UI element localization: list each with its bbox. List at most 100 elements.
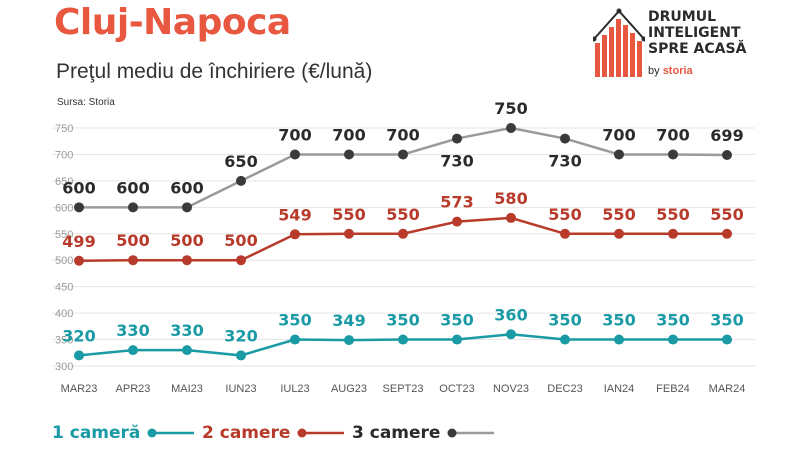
data-point: [614, 228, 624, 239]
legend-item-1: 1 cameră: [52, 423, 196, 443]
line-chart: 300 350 400 450 500 550 600 650 700 750 MAR23 APR2…: [52, 99, 755, 395]
y-tick-label: 450: [55, 282, 73, 294]
x-axis-ticks: MAR23 APR23 MAI23 IUN23 IUL23 AUG23 SEPT23 OCT2…: [61, 383, 746, 395]
data-label: 550: [602, 205, 635, 224]
x-tick-label: MAR23: [61, 383, 98, 395]
data-label: 550: [548, 205, 581, 224]
data-label: 699: [710, 126, 743, 145]
legend-swatch-3: [447, 428, 495, 438]
x-tick-label: OCT23: [439, 383, 474, 395]
legend-swatch-1: [147, 428, 195, 438]
data-point: [236, 255, 246, 266]
data-point: [290, 334, 300, 345]
data-label: 499: [62, 232, 95, 251]
data-point: [668, 334, 678, 345]
data-point: [614, 149, 624, 160]
y-tick-label: 300: [55, 361, 73, 373]
y-tick-label: 750: [55, 123, 73, 135]
data-point: [290, 149, 300, 160]
data-label: 549: [278, 205, 311, 224]
x-tick-label: MAR24: [709, 383, 746, 395]
data-label: 700: [656, 125, 689, 144]
y-axis-ticks: 300 350 400 450 500 550 600 650 700 750: [55, 123, 73, 373]
data-label: 350: [710, 311, 743, 330]
data-point: [344, 228, 354, 239]
data-label: 500: [224, 231, 257, 250]
logo-by-storia: by storia: [648, 65, 693, 77]
chart-title: Cluj-Napoca: [54, 2, 291, 43]
data-point: [74, 255, 84, 266]
data-label: 360: [494, 305, 527, 324]
chart-subtitle: Preţul mediu de închiriere (€/lună): [56, 60, 373, 83]
data-point: [128, 345, 138, 356]
logo-by-word: by: [648, 65, 660, 77]
logo-line-2: INTELIGENT: [648, 25, 741, 41]
x-tick-label: IUN23: [225, 383, 256, 395]
legend-label-1: 1 cameră: [52, 423, 141, 443]
x-tick-label: MAI23: [171, 383, 203, 395]
data-label: 750: [494, 99, 527, 118]
logo-brand: storia: [662, 65, 693, 77]
data-label: 500: [116, 231, 149, 250]
x-tick-label: SEPT23: [383, 383, 424, 395]
storia-logo: DRUMUL INTELIGENT SPRE ACASĂ by storia: [591, 5, 783, 85]
data-label: 550: [710, 205, 743, 224]
data-point: [668, 228, 678, 239]
data-point: [560, 334, 570, 345]
data-label: 350: [602, 311, 635, 330]
data-label: 700: [602, 125, 635, 144]
data-point: [452, 334, 462, 345]
chart-source: Sursa: Storia: [57, 97, 115, 108]
data-point: [560, 133, 570, 144]
data-label: 580: [494, 189, 527, 208]
data-point: [452, 216, 462, 227]
data-point: [722, 334, 732, 345]
data-label: 550: [332, 205, 365, 224]
y-tick-label: 550: [55, 229, 73, 241]
data-point: [236, 175, 246, 186]
data-point: [560, 228, 570, 239]
legend-item-3: 3 camere: [352, 423, 496, 443]
data-label: 730: [548, 152, 581, 171]
data-point: [344, 335, 354, 346]
data-label: 550: [656, 205, 689, 224]
data-point: [74, 202, 84, 213]
y-tick-label: 500: [55, 255, 73, 267]
data-label: 700: [278, 125, 311, 144]
data-label: 350: [656, 311, 689, 330]
data-label: 350: [548, 311, 581, 330]
x-tick-label: DEC23: [547, 383, 582, 395]
data-label: 550: [386, 205, 419, 224]
series-lines: [74, 123, 732, 361]
data-point: [398, 228, 408, 239]
y-tick-label: 350: [55, 335, 73, 347]
data-point: [128, 202, 138, 213]
data-point: [74, 350, 84, 361]
y-tick-label: 600: [55, 202, 73, 214]
data-label: 730: [440, 152, 473, 171]
y-tick-label: 650: [55, 176, 73, 188]
data-label: 700: [386, 125, 419, 144]
data-label: 320: [224, 326, 257, 345]
data-point: [182, 345, 192, 356]
data-label: 350: [440, 311, 473, 330]
data-point: [668, 149, 678, 160]
data-point: [722, 149, 732, 160]
data-point: [722, 228, 732, 239]
data-point: [506, 329, 516, 340]
data-point: [182, 255, 192, 266]
data-label: 349: [332, 311, 365, 330]
data-point: [506, 123, 516, 133]
x-tick-label: IUL23: [280, 383, 309, 395]
y-tick-label: 400: [55, 308, 73, 320]
x-tick-label: FEB24: [656, 383, 690, 395]
legend-swatch-2: [297, 428, 345, 438]
x-tick-label: IAN24: [604, 383, 635, 395]
x-tick-label: NOV23: [493, 383, 529, 395]
data-point: [128, 255, 138, 266]
data-point: [236, 350, 246, 361]
x-tick-label: APR23: [116, 383, 151, 395]
data-label: 573: [440, 193, 473, 212]
data-label: 500: [170, 231, 203, 250]
data-labels: 320 330 330 320 350 349 350 350 360 350 350 350 350 4…: [62, 99, 743, 345]
